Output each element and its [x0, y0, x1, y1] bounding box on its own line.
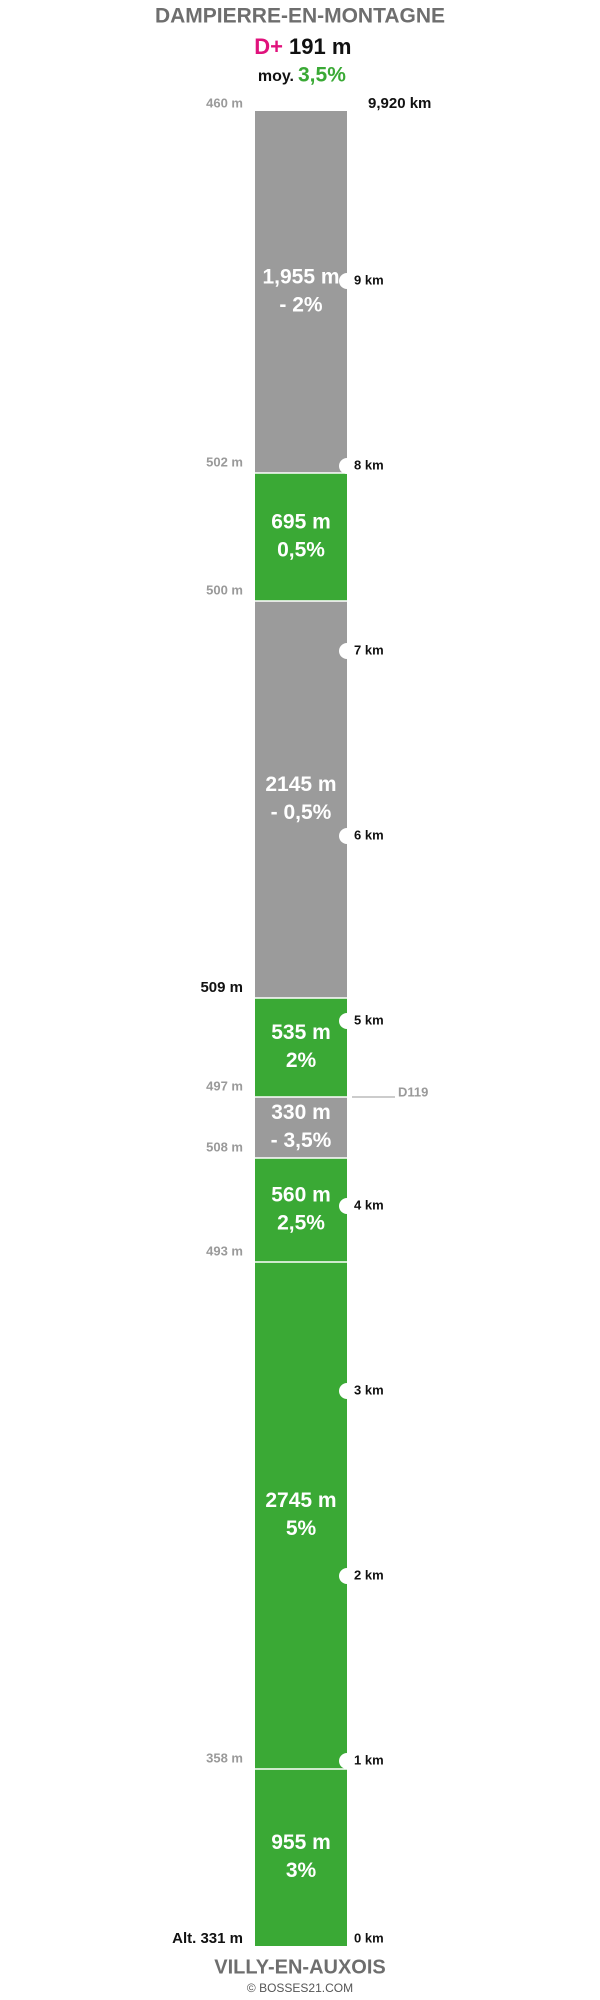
segment-grade: 5% [286, 1517, 317, 1540]
km-label: 9 km [354, 272, 384, 287]
segments [255, 111, 355, 1946]
segment-grade: - 0,5% [271, 801, 332, 824]
segment [255, 473, 347, 601]
km-label: 6 km [354, 827, 384, 842]
credit: © BOSSES21.COM [247, 1981, 353, 1995]
altitude-label: 493 m [206, 1243, 243, 1258]
avg-label: moy. [258, 68, 294, 85]
segment-length: 2745 m [265, 1489, 336, 1512]
segment [255, 998, 347, 1097]
km-notch [339, 1383, 355, 1399]
start-title: DAMPIERRE-EN-MONTAGNE [155, 5, 445, 28]
altitude-label: 460 m [206, 95, 243, 110]
segment [255, 1158, 347, 1262]
segment-length: 2145 m [265, 773, 336, 796]
segment-length: 560 m [271, 1184, 331, 1207]
segment-length: 955 m [271, 1831, 331, 1854]
altitude-label: 509 m [200, 979, 243, 996]
altitude-label: 502 m [206, 454, 243, 469]
km-label: 0 km [354, 1930, 384, 1945]
altitude-label: 497 m [206, 1078, 243, 1093]
segment-grade: 2% [286, 1049, 317, 1072]
km-label: 8 km [354, 457, 384, 472]
altitude-label: 500 m [206, 582, 243, 597]
segment-length: 1,955 m [262, 266, 339, 289]
gain-value: 191 m [289, 34, 351, 59]
labels: 1,955 m - 2% 695 m 0,5% 2145 m - 0,5% 535 m 2% 3… [172, 95, 431, 1947]
segment [255, 1769, 347, 1946]
segment [255, 1262, 347, 1769]
segment-grade: 0,5% [277, 539, 325, 562]
km-notch [339, 1198, 355, 1214]
gain-label: D+ [254, 34, 283, 59]
segment-grade: - 3,5% [271, 1129, 332, 1152]
end-title: VILLY-EN-AUXOIS [214, 1956, 386, 1978]
segment [255, 601, 347, 998]
altitude-label: 508 m [206, 1139, 243, 1154]
altitude-label: Alt. 331 m [172, 1930, 243, 1947]
segment-length: 695 m [271, 511, 331, 534]
km-notch [339, 1568, 355, 1584]
segment [255, 111, 347, 473]
km-label: 3 km [354, 1382, 384, 1397]
km-notch [339, 1013, 355, 1029]
segment-grade: 3% [286, 1859, 317, 1882]
km-label: 1 km [354, 1752, 384, 1767]
km-label: 7 km [354, 642, 384, 657]
km-notch [339, 828, 355, 844]
km-label: 9,920 km [368, 95, 431, 112]
km-notch [339, 1753, 355, 1769]
segment-grade: - 2% [279, 294, 323, 317]
km-notch [339, 643, 355, 659]
segment [255, 1097, 347, 1158]
avg-value: 3,5% [298, 64, 346, 87]
altitude-label: 358 m [206, 1750, 243, 1765]
segment-length: 330 m [271, 1101, 331, 1124]
km-notch [339, 273, 355, 289]
km-notch [339, 458, 355, 474]
road-label: D119 [398, 1084, 428, 1099]
km-label: 5 km [354, 1012, 384, 1027]
km-label: 4 km [354, 1197, 384, 1212]
km-label: 2 km [354, 1567, 384, 1582]
segment-grade: 2,5% [277, 1212, 325, 1235]
segment-length: 535 m [271, 1021, 331, 1044]
